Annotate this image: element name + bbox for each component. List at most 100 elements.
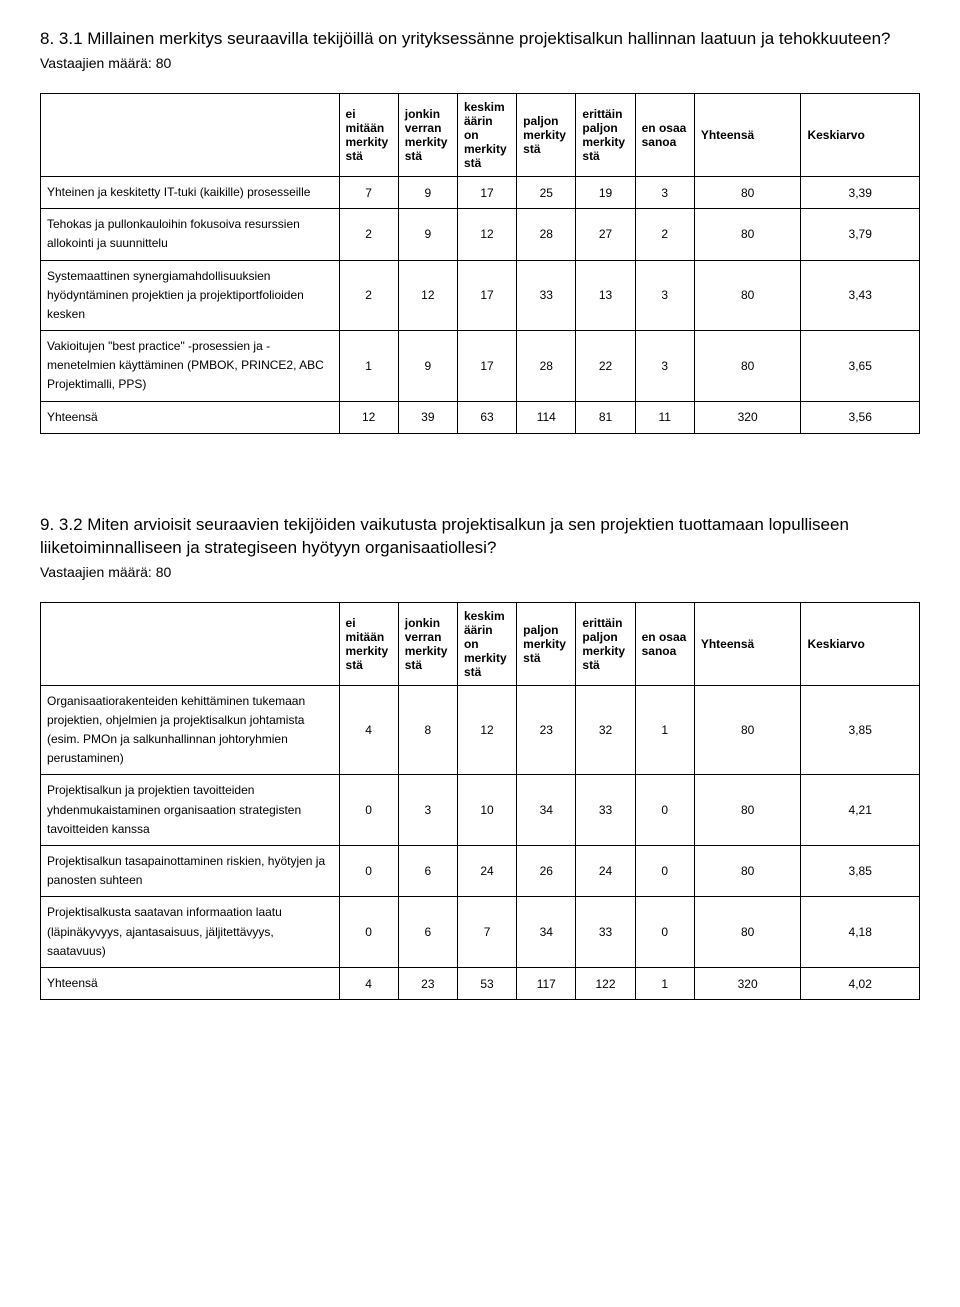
cell: 3 [635,331,694,402]
section1-table: ei mitään merkity stä jonkin verran merk… [40,93,920,434]
cell: 9 [398,176,457,208]
col-header-1: ei mitään merkity stä [339,93,398,176]
cell: 3 [635,176,694,208]
table-row: Organisaatiorakenteiden kehittäminen tuk… [41,685,920,775]
cell: 4,18 [801,897,920,968]
table-row-total: Yhteensä 4 23 53 117 122 1 320 4,02 [41,967,920,999]
row-label: Systemaattinen synergiamahdollisuuksien … [41,260,340,331]
cell: 80 [694,209,801,260]
cell: 28 [517,209,576,260]
table-row: Tehokas ja pullonkauloihin fokusoiva res… [41,209,920,260]
col-header-1: ei mitään merkity stä [339,602,398,685]
cell: 10 [457,775,516,846]
table-header-row: ei mitään merkity stä jonkin verran merk… [41,602,920,685]
table-row: Systemaattinen synergiamahdollisuuksien … [41,260,920,331]
col-header-4: paljon merkity stä [517,602,576,685]
cell: 39 [398,401,457,433]
cell: 80 [694,176,801,208]
cell: 3 [398,775,457,846]
cell: 24 [457,846,516,897]
cell: 34 [517,897,576,968]
cell: 28 [517,331,576,402]
table-row-total: Yhteensä 12 39 63 114 81 11 320 3,56 [41,401,920,433]
cell: 32 [576,685,635,775]
section2-heading: 9. 3.2 Miten arvioisit seuraavien tekijö… [40,514,920,560]
row-label: Yhteinen ja keskitetty IT-tuki (kaikille… [41,176,340,208]
section2-respondents: Vastaajien määrä: 80 [40,564,920,580]
cell: 4 [339,685,398,775]
col-header-3: keskim äärin on merkity stä [457,93,516,176]
cell: 80 [694,685,801,775]
cell: 3,85 [801,846,920,897]
cell: 9 [398,209,457,260]
table-header-row: ei mitään merkity stä jonkin verran merk… [41,93,920,176]
cell: 34 [517,775,576,846]
cell: 4 [339,967,398,999]
row-label: Yhteensä [41,967,340,999]
cell: 25 [517,176,576,208]
col-header-total: Yhteensä [694,602,801,685]
cell: 0 [635,846,694,897]
col-header-2: jonkin verran merkity stä [398,602,457,685]
col-header-blank [41,602,340,685]
cell: 22 [576,331,635,402]
col-header-2: jonkin verran merkity stä [398,93,457,176]
cell: 80 [694,260,801,331]
cell: 3,65 [801,331,920,402]
cell: 0 [635,897,694,968]
row-label: Projektisalkusta saatavan informaation l… [41,897,340,968]
cell: 1 [339,331,398,402]
cell: 2 [339,260,398,331]
col-header-avg: Keskiarvo [801,602,920,685]
cell: 3,56 [801,401,920,433]
cell: 80 [694,897,801,968]
cell: 2 [635,209,694,260]
cell: 1 [635,685,694,775]
col-header-5: erittäin paljon merkity stä [576,93,635,176]
cell: 2 [339,209,398,260]
cell: 19 [576,176,635,208]
cell: 4,02 [801,967,920,999]
cell: 53 [457,967,516,999]
col-header-3: keskim äärin on merkity stä [457,602,516,685]
row-label: Yhteensä [41,401,340,433]
cell: 9 [398,331,457,402]
cell: 12 [457,209,516,260]
cell: 3,43 [801,260,920,331]
cell: 3 [635,260,694,331]
cell: 0 [635,775,694,846]
cell: 12 [339,401,398,433]
cell: 114 [517,401,576,433]
cell: 12 [398,260,457,331]
col-header-4: paljon merkity stä [517,93,576,176]
table-row: Yhteinen ja keskitetty IT-tuki (kaikille… [41,176,920,208]
cell: 23 [398,967,457,999]
col-header-blank [41,93,340,176]
row-label: Projektisalkun tasapainottaminen riskien… [41,846,340,897]
cell: 17 [457,331,516,402]
cell: 12 [457,685,516,775]
col-header-total: Yhteensä [694,93,801,176]
cell: 7 [339,176,398,208]
cell: 4,21 [801,775,920,846]
cell: 17 [457,176,516,208]
cell: 320 [694,967,801,999]
cell: 81 [576,401,635,433]
cell: 1 [635,967,694,999]
cell: 13 [576,260,635,331]
cell: 0 [339,846,398,897]
row-label: Vakioitujen "best practice" -prosessien … [41,331,340,402]
cell: 122 [576,967,635,999]
row-label: Tehokas ja pullonkauloihin fokusoiva res… [41,209,340,260]
table-row: Projektisalkusta saatavan informaation l… [41,897,920,968]
cell: 8 [398,685,457,775]
cell: 24 [576,846,635,897]
section-gap [40,434,920,514]
cell: 320 [694,401,801,433]
col-header-5: erittäin paljon merkity stä [576,602,635,685]
cell: 27 [576,209,635,260]
cell: 7 [457,897,516,968]
cell: 3,85 [801,685,920,775]
cell: 0 [339,897,398,968]
cell: 26 [517,846,576,897]
